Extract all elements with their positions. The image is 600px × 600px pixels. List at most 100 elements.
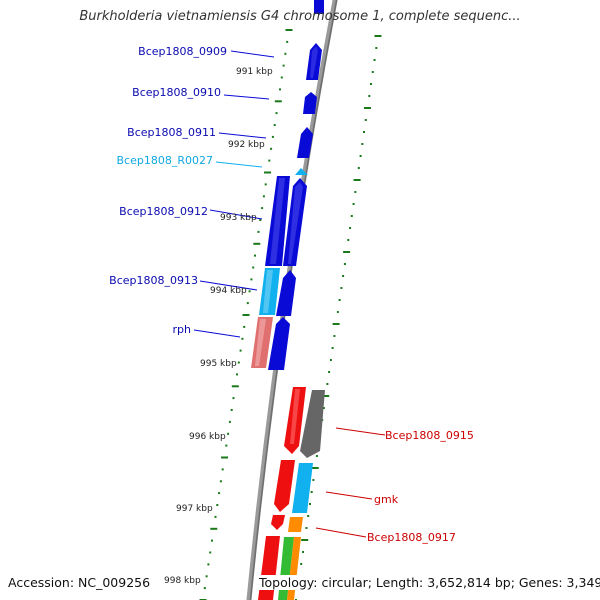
right-track-tick bbox=[309, 503, 311, 505]
right-track-tick bbox=[354, 191, 357, 193]
kbp-labels: 991 kbp 992 kbp 993 kbp 994 kbp 995 kbp … bbox=[164, 67, 273, 586]
left-track-tick bbox=[209, 551, 212, 554]
left-track-tick bbox=[218, 492, 221, 495]
right-track-tick bbox=[322, 395, 330, 397]
right-track-tick bbox=[340, 287, 343, 289]
accession-text: Accession: NC_009256 bbox=[8, 575, 151, 590]
right-track-tick bbox=[310, 491, 313, 493]
kbp-label-997: 997 kbp bbox=[176, 504, 213, 514]
right-track-tick bbox=[374, 35, 382, 37]
label-Bcep1808_0911[interactable]: Bcep1808_0911 bbox=[127, 126, 216, 139]
left-track-tick bbox=[230, 409, 233, 411]
gene-gmk[interactable] bbox=[292, 463, 313, 513]
gene-small-red[interactable] bbox=[271, 515, 285, 530]
right-track-tick bbox=[342, 275, 345, 277]
left-track-tick bbox=[221, 468, 224, 471]
left-track-tick bbox=[214, 515, 217, 518]
tick-tracks bbox=[199, 29, 382, 600]
right-track-tick bbox=[332, 323, 340, 325]
label-Bcep1808_0912[interactable]: Bcep1808_0912 bbox=[119, 205, 208, 218]
gene-Bcep1808_0913-strand-b[interactable] bbox=[276, 270, 296, 316]
gene-Bcep1808_0915[interactable] bbox=[300, 390, 325, 458]
right-track-tick bbox=[305, 527, 308, 529]
gene-rph-strand-b[interactable] bbox=[268, 317, 290, 370]
right-track-tick bbox=[311, 467, 319, 469]
left-track-tick bbox=[270, 147, 273, 150]
left-track-tick bbox=[284, 52, 287, 55]
right-track-tick bbox=[373, 59, 376, 61]
left-track-tick bbox=[203, 587, 206, 590]
label-Bcep1808_0915[interactable]: Bcep1808_0915 bbox=[385, 429, 474, 442]
left-track-tick bbox=[219, 480, 222, 483]
gene-Bcep1808_0912-strand-b[interactable] bbox=[283, 178, 307, 266]
right-track-tick bbox=[357, 167, 360, 169]
left-track-tick bbox=[259, 219, 262, 221]
right-track-tick bbox=[338, 299, 341, 301]
right-track-tick bbox=[361, 143, 364, 145]
left-track-tick bbox=[232, 397, 235, 400]
gene-Bcep1808_0911[interactable] bbox=[297, 127, 313, 158]
left-track-tick bbox=[239, 349, 242, 352]
left-track-tick bbox=[227, 432, 230, 435]
right-track-tick bbox=[331, 347, 334, 349]
left-track-tick bbox=[231, 385, 239, 388]
left-track-tick bbox=[286, 40, 289, 43]
kbp-label-992: 992 kbp bbox=[228, 140, 265, 150]
kbp-label-993: 993 kbp bbox=[220, 213, 257, 223]
label-Bcep1808_0917[interactable]: Bcep1808_0917 bbox=[367, 531, 456, 544]
right-track-tick bbox=[302, 551, 304, 553]
kbp-label-996: 996 kbp bbox=[189, 432, 226, 442]
left-track-tick bbox=[274, 100, 282, 103]
gene-top-partial[interactable] bbox=[314, 0, 324, 14]
right-track-tick bbox=[368, 95, 371, 97]
right-track-tick bbox=[312, 479, 315, 481]
left-track-tick bbox=[207, 563, 210, 566]
gene-rph[interactable] bbox=[251, 317, 273, 368]
right-track-tick bbox=[347, 239, 350, 241]
right-track-tick bbox=[364, 119, 367, 121]
gene-Bcep1808_0909[interactable] bbox=[306, 43, 322, 80]
kbp-label-995: 995 kbp bbox=[200, 359, 237, 369]
label-rph[interactable]: rph bbox=[173, 323, 192, 336]
left-track-tick bbox=[253, 242, 261, 245]
label-Bcep1808_0910[interactable]: Bcep1808_0910 bbox=[132, 86, 221, 99]
left-track-tick bbox=[279, 88, 281, 91]
right-track-tick bbox=[343, 263, 346, 265]
right-track-tick bbox=[328, 371, 331, 373]
left-track-tick bbox=[254, 254, 256, 257]
gene-red-lower[interactable] bbox=[274, 460, 295, 512]
left-track-tick bbox=[216, 504, 219, 506]
label-Bcep1808_0913[interactable]: Bcep1808_0913 bbox=[109, 274, 198, 287]
left-track-tick bbox=[246, 302, 249, 305]
gene-Bcep1808_0913[interactable] bbox=[259, 268, 280, 315]
kbp-label-991: 991 kbp bbox=[236, 67, 273, 77]
gene-Bcep1808_0910[interactable] bbox=[303, 92, 317, 114]
left-track-tick bbox=[236, 373, 238, 376]
left-track-tick bbox=[228, 420, 231, 423]
right-track-tick bbox=[370, 83, 372, 85]
left-track-tick bbox=[264, 183, 267, 186]
map-title: Burkholderia vietnamiensis G4 chromosome… bbox=[79, 9, 521, 24]
left-track-tick bbox=[264, 171, 271, 174]
left-track-tick bbox=[282, 64, 285, 67]
label-gmk[interactable]: gmk bbox=[374, 493, 399, 506]
gene-bottom-red[interactable] bbox=[258, 536, 280, 600]
right-track-tick bbox=[329, 359, 332, 361]
right-track-tick bbox=[364, 107, 371, 109]
label-Bcep1808_R0027[interactable]: Bcep1808_R0027 bbox=[117, 154, 213, 167]
left-track-tick bbox=[285, 29, 293, 31]
gene-Bcep1808_R0027[interactable] bbox=[295, 168, 308, 175]
right-track-tick bbox=[301, 539, 309, 541]
gene-Bcep1808_0917[interactable] bbox=[288, 517, 303, 532]
label-Bcep1808_0909[interactable]: Bcep1808_0909 bbox=[138, 45, 227, 58]
gene-Bcep1808_0912-strand-a[interactable] bbox=[265, 176, 290, 266]
right-track-tick bbox=[307, 515, 310, 517]
gene-Bcep1808_0914[interactable] bbox=[284, 387, 306, 454]
left-track-tick bbox=[211, 539, 213, 542]
leader-lines bbox=[193, 50, 386, 538]
right-track-tick bbox=[350, 215, 353, 217]
left-track-tick bbox=[250, 278, 253, 281]
left-track-tick bbox=[252, 266, 255, 269]
